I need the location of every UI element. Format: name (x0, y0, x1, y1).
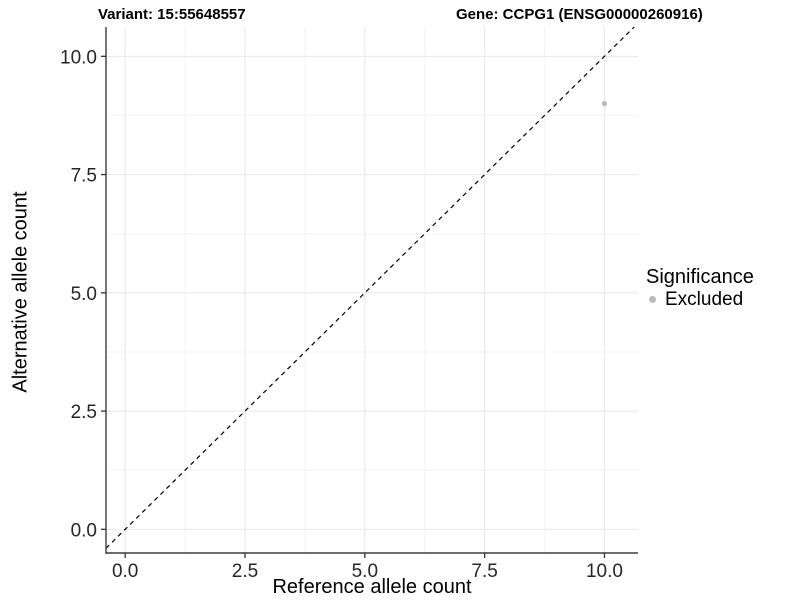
y-axis-title: Alternative allele count (9, 191, 32, 393)
x-tick-label: 0.0 (112, 561, 138, 582)
y-tick-label: 7.5 (71, 166, 97, 187)
y-tick-label: 2.5 (71, 402, 97, 423)
x-tick-label: 7.5 (471, 561, 497, 582)
x-axis-title: Reference allele count (272, 576, 472, 598)
y-tick-label: 0.0 (71, 520, 97, 541)
legend-item-excluded: Excluded (646, 289, 754, 310)
legend-item-label: Excluded (665, 289, 744, 310)
y-tick-label: 10.0 (60, 47, 97, 68)
legend-point-icon (649, 296, 656, 303)
plot-title-gene: Gene: CCPG1 (ENSG00000260916) (456, 6, 703, 23)
legend-title: Significance (646, 266, 754, 288)
legend: Significance Excluded (646, 266, 754, 310)
x-tick-label: 10.0 (586, 561, 623, 582)
plot-title-variant: Variant: 15:55648557 (98, 6, 246, 23)
y-tick-label: 5.0 (71, 284, 97, 305)
data-point (601, 100, 608, 107)
x-tick-label: 2.5 (232, 561, 258, 582)
x-tick-label: 5.0 (352, 561, 378, 582)
